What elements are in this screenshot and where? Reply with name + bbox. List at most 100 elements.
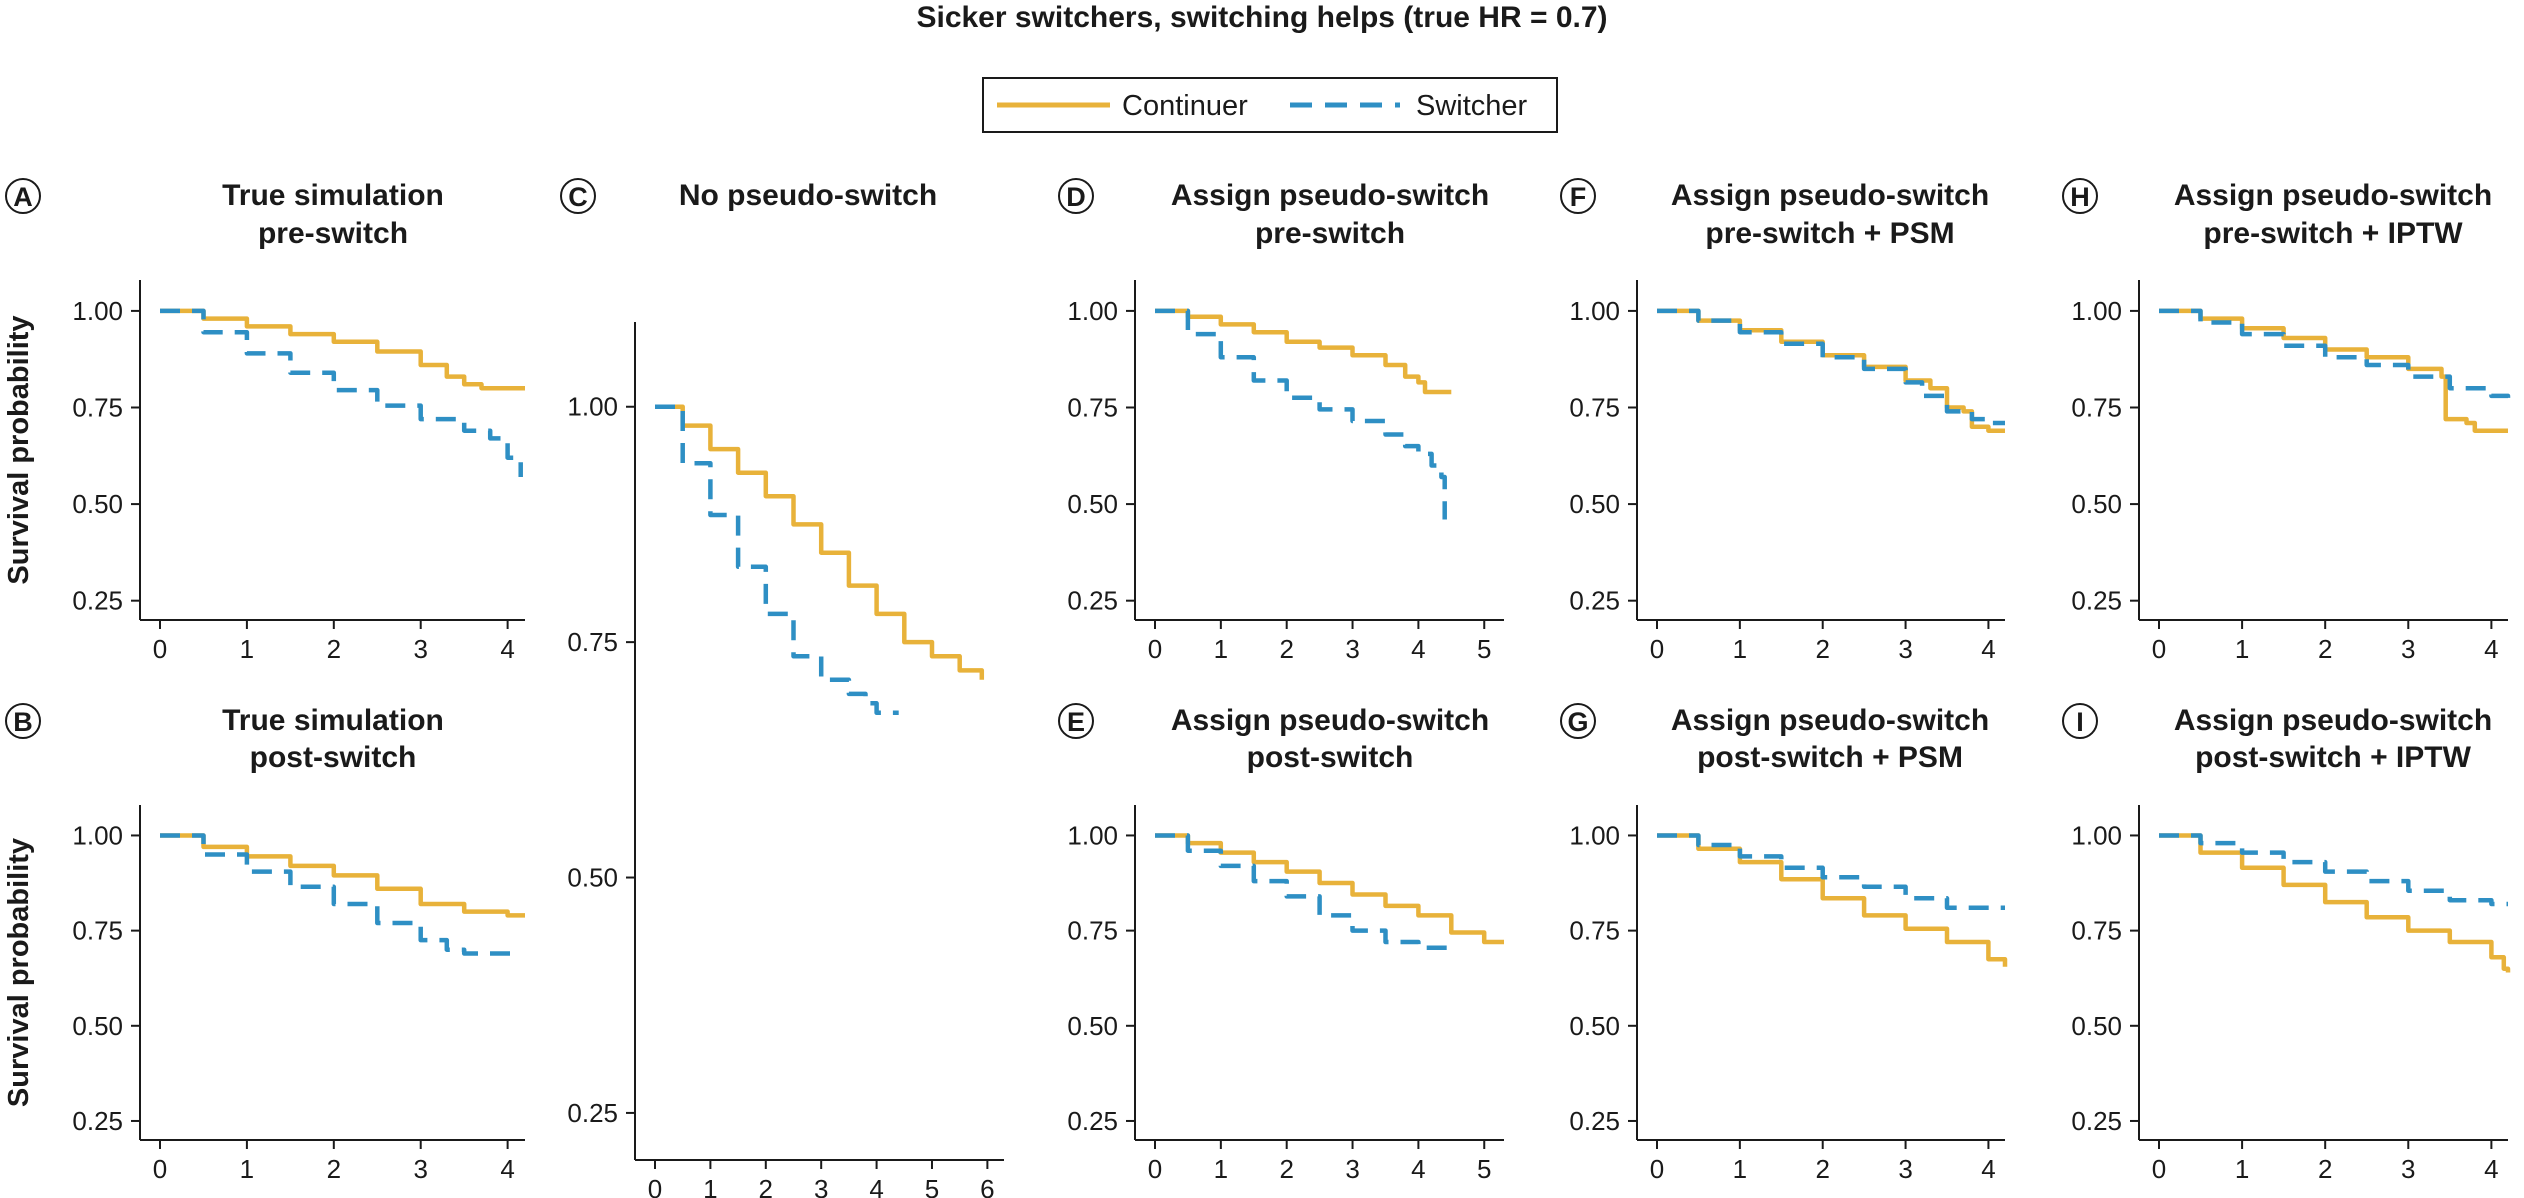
panel-letter: C (568, 182, 588, 212)
series-line-continuer (2159, 308, 2508, 433)
x-tick-label: 2 (1815, 1154, 1829, 1184)
y-axis-label: Survival probability (3, 838, 35, 1107)
panel-title: pre-switch + IPTW (2203, 217, 2463, 250)
y-tick-label: 1.00 (72, 820, 123, 850)
series-line-switcher (2159, 308, 2511, 404)
panel-letter-circle (2062, 703, 2098, 739)
panel-letter: H (2070, 182, 2090, 212)
x-tick-label: 3 (1898, 1154, 1912, 1184)
y-tick-label: 1.00 (2071, 296, 2122, 326)
panel-letter: E (1067, 707, 1085, 737)
x-tick-label: 3 (1345, 634, 1359, 664)
y-tick-label: 0.25 (1569, 586, 1620, 616)
panel-title: True simulation (222, 704, 444, 737)
x-tick-label: 3 (1898, 634, 1912, 664)
x-tick-label: 6 (980, 1174, 994, 1198)
y-tick-label: 0.25 (1067, 1106, 1118, 1136)
x-tick-label: 0 (153, 1154, 167, 1184)
panel-letter: F (1570, 182, 1587, 212)
y-tick-label: 0.25 (1569, 1106, 1620, 1136)
x-tick-label: 0 (2152, 634, 2166, 664)
y-tick-label: 0.50 (1067, 1011, 1118, 1041)
x-tick-label: 4 (869, 1174, 883, 1198)
panel-letter-circle (1560, 703, 1596, 739)
x-tick-label: 4 (1411, 634, 1425, 664)
x-tick-label: 0 (2152, 1154, 2166, 1184)
panel-title: Assign pseudo-switch (2174, 179, 2492, 212)
series-line-switcher (1657, 308, 2005, 426)
series-line-continuer (1657, 833, 2008, 967)
series-line-switcher (1657, 833, 2005, 911)
y-tick-label: 0.50 (72, 489, 123, 519)
panel-title: post-switch (1247, 741, 1414, 774)
x-tick-label: 3 (1345, 1154, 1359, 1184)
panel-g: G Assign pseudo-switch post-switch + PSM 0 1… (1560, 703, 2008, 1184)
x-tick-label: 2 (759, 1174, 773, 1198)
panel-c: C No pseudo-switch 0 1 2 3 4 5 6 1.00 0.75 0.50 0.25 (560, 178, 1004, 1198)
y-tick-label: 0.75 (1569, 393, 1620, 423)
y-tick-label: 0.50 (567, 863, 618, 893)
x-tick-label: 0 (648, 1174, 662, 1198)
x-tick-label: 4 (1981, 1154, 1995, 1184)
x-tick-label: 4 (2484, 634, 2498, 664)
x-tick-label: 2 (2318, 634, 2332, 664)
panel-title: Assign pseudo-switch (1171, 704, 1489, 737)
series-line-switcher (1155, 308, 1447, 520)
x-tick-label: 0 (1650, 1154, 1664, 1184)
x-tick-label: 0 (1650, 634, 1664, 664)
legend-continuer-label: Continuer (1122, 90, 1248, 122)
panel-i: I Assign pseudo-switch post-switch + IPTW 0… (2062, 703, 2511, 1184)
panel-title: post-switch + PSM (1697, 741, 1963, 774)
x-tick-label: 1 (1214, 1154, 1228, 1184)
x-tick-label: 5 (925, 1174, 939, 1198)
legend-switcher-label: Switcher (1416, 90, 1528, 122)
y-tick-label: 0.50 (1569, 489, 1620, 519)
y-tick-label: 0.25 (2071, 1106, 2122, 1136)
x-tick-label: 3 (413, 1154, 427, 1184)
panel-d: D Assign pseudo-switch pre-switch 0 1 2 3 4 5 1.0… (1058, 178, 1504, 664)
y-tick-label: 0.75 (2071, 393, 2122, 423)
y-tick-label: 0.75 (1067, 393, 1118, 423)
x-tick-label: 4 (1981, 634, 1995, 664)
y-tick-label: 1.00 (72, 296, 123, 326)
x-tick-label: 4 (1411, 1154, 1425, 1184)
x-tick-label: 4 (500, 1154, 514, 1184)
panel-title: post-switch + IPTW (2195, 741, 2472, 774)
panel-a: A True simulation pre-switch 0 1 2 3 4 1.00 0.75 0… (3, 178, 525, 664)
x-tick-label: 2 (327, 1154, 341, 1184)
x-tick-label: 0 (1148, 1154, 1162, 1184)
y-tick-label: 0.50 (1067, 489, 1118, 519)
y-tick-label: 0.75 (1569, 916, 1620, 946)
x-tick-label: 1 (1733, 634, 1747, 664)
x-tick-label: 2 (1279, 634, 1293, 664)
y-tick-label: 0.75 (72, 916, 123, 946)
x-tick-label: 0 (1148, 634, 1162, 664)
x-tick-label: 1 (240, 1154, 254, 1184)
x-tick-label: 1 (2235, 634, 2249, 664)
panel-letter: D (1066, 182, 1086, 212)
panel-title: Assign pseudo-switch (1671, 704, 1989, 737)
panel-letter-circle (1560, 178, 1596, 214)
x-tick-label: 1 (2235, 1154, 2249, 1184)
y-tick-label: 0.50 (1569, 1011, 1620, 1041)
y-tick-label: 0.75 (2071, 916, 2122, 946)
panel-title: pre-switch (1255, 217, 1405, 250)
y-tick-label: 0.75 (72, 393, 123, 423)
y-tick-label: 1.00 (2071, 820, 2122, 850)
series-line-continuer (1155, 833, 1504, 945)
x-tick-label: 4 (500, 634, 514, 664)
x-tick-label: 5 (1477, 634, 1491, 664)
panel-letter: G (1567, 707, 1588, 737)
x-tick-label: 4 (2484, 1154, 2498, 1184)
y-tick-label: 0.25 (567, 1098, 618, 1128)
x-tick-label: 3 (2401, 634, 2415, 664)
panel-letter: A (13, 182, 33, 212)
panel-title: True simulation (222, 179, 444, 212)
series-line-switcher (2159, 833, 2508, 907)
x-tick-label: 0 (153, 634, 167, 664)
y-tick-label: 1.00 (1067, 296, 1118, 326)
y-axis-label: Survival probability (3, 315, 35, 584)
x-tick-label: 1 (703, 1174, 717, 1198)
series-line-switcher (160, 833, 519, 960)
panel-letter-circle (5, 178, 41, 214)
